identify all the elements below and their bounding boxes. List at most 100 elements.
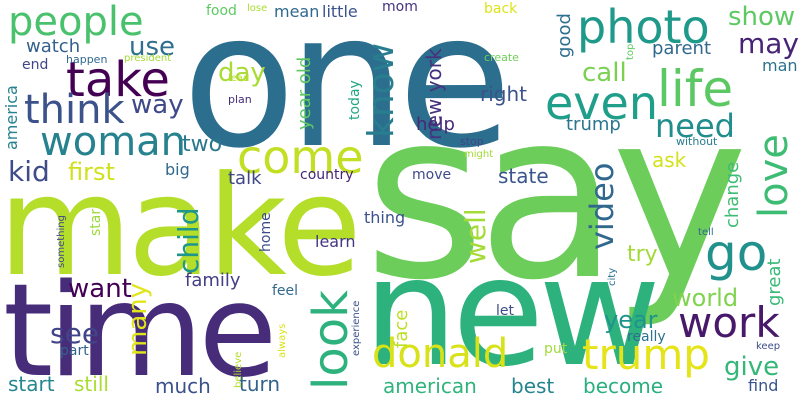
word-family: family [185,270,241,291]
word-find: find [748,376,779,395]
word-love: love [751,134,797,218]
word-year: year [604,306,658,334]
word-say: say [364,61,748,331]
word-two: two [182,132,223,157]
word-year-old: year old [294,56,315,130]
word-change: change [722,161,743,228]
word-watch: watch [26,36,81,57]
word-child: child [172,207,205,274]
word-many: many [123,282,153,356]
word-believe: believe [233,351,244,388]
word-may: may [738,27,800,60]
word-talk: talk [228,168,262,189]
word-use: use [129,32,176,62]
word-become: become [583,374,664,398]
word-might: might [464,149,494,160]
word-back: back [484,1,518,17]
word-ask: ask [652,148,687,172]
word-parent: parent [652,38,712,59]
word-great: great [764,258,785,306]
word-photo: photo [577,0,710,54]
word-right: right [480,82,527,106]
word-look: look [303,290,359,390]
word-kid: kid [8,155,50,188]
word-learn: learn [315,232,356,251]
word-want: want [68,274,132,304]
word-help: help [416,114,455,135]
word-america: america [2,85,21,150]
word-still: still [74,372,109,396]
word-well: well [459,208,492,264]
word-mean: mean [274,2,320,21]
word-something: something [56,215,67,268]
word-country: country [300,167,354,183]
word-top: top [625,43,636,60]
word-first: first [68,158,115,186]
word-lead: lead [228,73,250,84]
word-show: show [728,2,796,32]
word-turn: turn [239,372,281,396]
word-trump-small: trump [566,114,621,135]
word-keep: keep [756,341,781,352]
word-take: take [66,52,170,108]
word-see: see [50,317,100,350]
word-move: move [412,167,452,183]
word-stop: stop [460,135,484,148]
word-one: one [182,0,512,189]
word-experience: experience [351,300,362,356]
word-always: always [277,323,288,358]
word-life: life [657,60,734,118]
word-go: go [705,224,768,282]
word-good: good [554,13,575,58]
word-day: day [218,58,266,88]
word-feel: feel [272,283,299,299]
word-little: little [322,2,358,21]
word-trump: trump [582,330,710,379]
word-without: without [676,135,718,148]
word-home: home [258,212,274,252]
word-create: create [484,51,519,64]
word-new: new [363,226,661,400]
word-end: end [22,57,49,73]
word-come: come [237,130,364,184]
word-plan: plan [228,93,252,106]
word-much: much [155,374,211,398]
word-best: best [511,374,555,398]
word-world: world [672,284,739,312]
word-make: make [0,146,362,307]
word-even: even [545,76,658,130]
word-today: today [347,80,363,120]
word-donald: donald [372,331,509,377]
word-let: let [496,303,514,319]
word-work: work [678,298,780,347]
word-really: really [627,329,666,345]
word-star: star [88,208,104,236]
word-man: man [762,56,798,75]
word-know: know [361,42,402,138]
word-state: state [498,164,549,188]
word-try: try [627,242,658,267]
word-woman: woman [40,119,187,165]
word-time: time [3,257,277,400]
word-face: face [391,309,412,348]
word-think: think [24,87,125,133]
word-president: president [124,53,172,64]
word-food: food [206,3,237,19]
word-thing: thing [364,208,406,227]
word-way: way [131,90,184,120]
word-start: start [8,372,55,396]
word-people: people [8,0,144,45]
word-give: give [724,352,780,382]
word-put: put [544,341,568,357]
word-mom: mom [382,0,418,15]
word-need: need [655,107,735,145]
word-lose: lose [247,3,268,14]
word-city: city [607,267,618,286]
word-happen: happen [66,53,108,66]
word-part: part [60,343,89,359]
word-american: american [383,374,477,398]
word-tell: tell [698,227,714,238]
word-big: big [165,160,190,179]
word-video: video [583,162,621,250]
